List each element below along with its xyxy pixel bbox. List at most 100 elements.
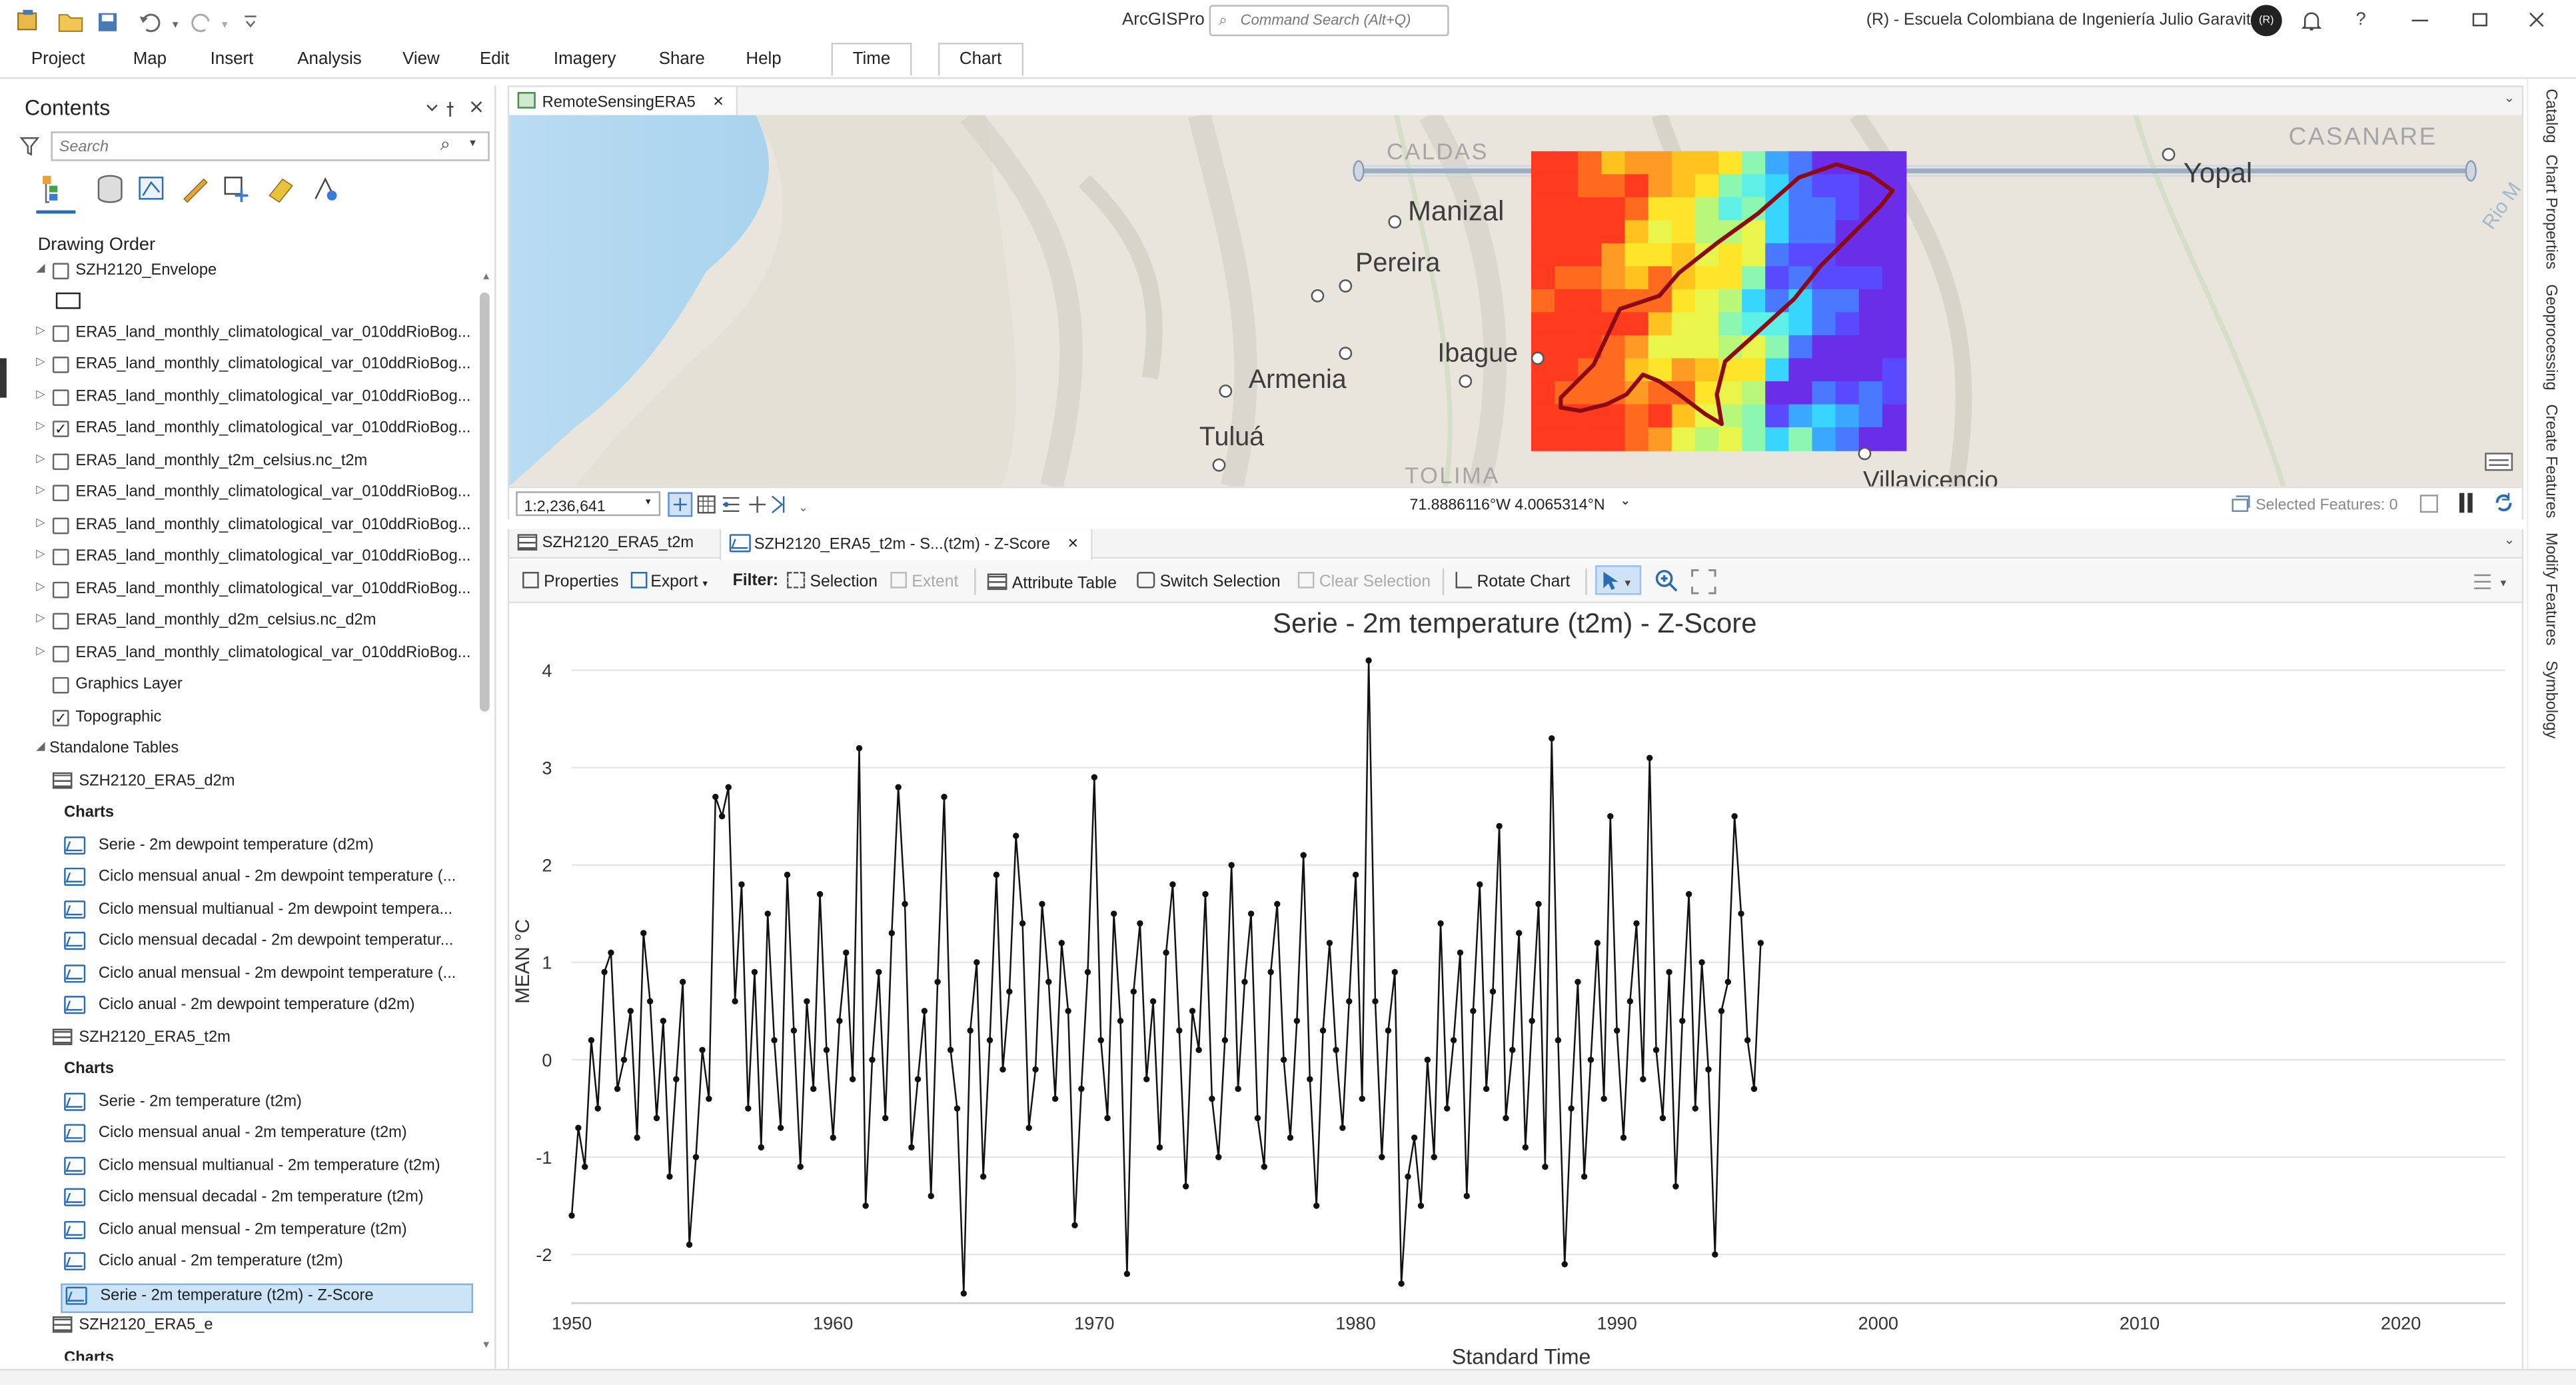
chart-item[interactable]: Ciclo mensual decadal - 2m dewpoint temp… [10, 930, 473, 960]
data-point[interactable] [1640, 1076, 1646, 1082]
data-point[interactable] [1607, 812, 1614, 820]
pane-tab-modify-features[interactable]: Modify Features [2541, 532, 2560, 646]
data-point[interactable] [686, 1241, 693, 1248]
layer-checkbox-checked[interactable]: ✓ [52, 421, 69, 437]
data-point[interactable] [1398, 1280, 1405, 1287]
data-point[interactable] [1319, 1027, 1327, 1034]
data-point[interactable] [594, 1105, 601, 1112]
data-point[interactable] [1757, 940, 1764, 946]
pane-options-icon[interactable] [426, 104, 438, 111]
data-point[interactable] [777, 1124, 784, 1131]
contents-scrollbar[interactable]: ▲ ▼ [478, 263, 491, 1360]
layer-checkbox[interactable] [52, 357, 69, 373]
scrollbar-thumb[interactable] [479, 292, 490, 712]
data-point[interactable] [1274, 900, 1281, 908]
data-point[interactable] [1626, 998, 1634, 1004]
filter-selection-button[interactable]: Selection [787, 572, 878, 592]
layer-checkbox-checked[interactable]: ✓ [52, 708, 69, 726]
data-point[interactable] [666, 1173, 673, 1180]
pane-tab-symbology[interactable]: Symbology [2541, 661, 2560, 739]
data-point[interactable] [1189, 1008, 1196, 1014]
snapping-toggle-icon[interactable] [722, 497, 740, 513]
data-point[interactable] [1679, 1017, 1686, 1024]
help-icon[interactable]: ? [2355, 9, 2366, 30]
data-point[interactable] [646, 998, 654, 1004]
export-button[interactable]: Export ▾ [630, 572, 708, 592]
data-point[interactable] [823, 1046, 830, 1053]
chart-item[interactable]: Serie - 2m temperature (t2m) [10, 1090, 473, 1120]
data-point[interactable] [1738, 910, 1744, 917]
data-point[interactable] [1013, 832, 1019, 839]
data-point[interactable] [1620, 1134, 1627, 1141]
expand-icon[interactable]: ▷ [36, 517, 45, 529]
correction-icon[interactable] [772, 495, 785, 514]
chart-area[interactable]: -2 -1 0 1 2 3 4 1950 1960 1970 1980 1990 2000 2010 20… [509, 605, 2522, 1369]
data-point[interactable] [1659, 1114, 1666, 1122]
data-point[interactable] [1365, 657, 1372, 664]
pane-tab-chart-properties[interactable]: Chart Properties [2541, 154, 2560, 270]
data-point[interactable] [1137, 920, 1143, 927]
tab-remote-sensing-map[interactable]: RemoteSensingERA5 × [509, 87, 739, 117]
data-point[interactable] [1058, 940, 1065, 946]
data-point[interactable] [771, 1037, 778, 1044]
data-point[interactable] [1169, 881, 1176, 888]
properties-button[interactable]: Properties [522, 572, 618, 592]
data-point[interactable] [1280, 1056, 1287, 1063]
expand-icon[interactable]: ▷ [36, 389, 45, 401]
data-point[interactable] [1509, 1046, 1516, 1053]
layer-checkbox[interactable] [52, 485, 69, 502]
data-point[interactable] [1372, 998, 1379, 1004]
data-point[interactable] [908, 1144, 915, 1151]
data-point[interactable] [1300, 852, 1307, 858]
data-point[interactable] [1633, 920, 1640, 927]
data-point[interactable] [856, 744, 863, 752]
data-point[interactable] [608, 949, 614, 956]
data-point[interactable] [1705, 1066, 1712, 1073]
coordinate-format-chevron-icon[interactable]: ⌄ [1620, 493, 1631, 508]
data-point[interactable] [1522, 1144, 1529, 1151]
data-point[interactable] [1470, 1008, 1477, 1014]
envelope-handle-left[interactable] [1353, 160, 1365, 182]
data-point[interactable] [1503, 1114, 1509, 1122]
data-point[interactable] [1594, 940, 1601, 946]
data-point[interactable] [1379, 1154, 1385, 1160]
chart-item-selected[interactable]: Serie - 2m temperature (t2m) - Z-Score [61, 1282, 474, 1312]
pin-icon[interactable] [446, 101, 454, 117]
data-point[interactable] [614, 1086, 621, 1092]
expand-icon[interactable]: ▷ [36, 549, 45, 561]
layer-checkbox[interactable] [52, 645, 69, 662]
select-tool-button[interactable]: ▾ [1595, 565, 1642, 595]
data-point[interactable] [1685, 890, 1692, 898]
data-point[interactable] [1712, 1251, 1718, 1258]
data-point[interactable] [1698, 959, 1705, 966]
data-point[interactable] [751, 968, 758, 976]
drawing-order-icon[interactable] [36, 175, 76, 214]
data-point[interactable] [1228, 862, 1235, 868]
layer-checkbox[interactable] [52, 677, 69, 694]
data-point[interactable] [1078, 1086, 1085, 1092]
layer-checkbox[interactable] [52, 517, 69, 534]
map-overlay-toggle-icon[interactable] [2483, 449, 2515, 475]
expand-icon[interactable]: ▷ [36, 645, 45, 657]
open-folder-icon[interactable] [58, 14, 83, 32]
data-point[interactable] [1477, 881, 1483, 888]
search-icon[interactable]: ⌕ [440, 135, 450, 155]
data-point[interactable] [1450, 1037, 1457, 1044]
list-by-perspective-icon[interactable] [315, 177, 337, 201]
customize-toolbar-icon[interactable] [245, 15, 257, 28]
data-point[interactable] [1457, 949, 1464, 956]
data-point[interactable] [862, 1202, 869, 1209]
expand-icon[interactable]: ▷ [36, 581, 45, 593]
data-point[interactable] [1724, 978, 1732, 985]
data-point[interactable] [1326, 940, 1333, 946]
data-point[interactable] [1692, 1105, 1698, 1112]
data-point[interactable] [836, 1017, 843, 1024]
data-point[interactable] [601, 968, 608, 976]
tab-edit[interactable]: Edit [479, 49, 510, 69]
data-point[interactable] [582, 1163, 588, 1170]
data-point[interactable] [758, 1144, 764, 1151]
selection-view-icon[interactable] [139, 177, 164, 200]
data-point[interactable] [1287, 1134, 1294, 1141]
data-point[interactable] [1731, 812, 1738, 820]
map-canvas[interactable] [509, 115, 2522, 487]
